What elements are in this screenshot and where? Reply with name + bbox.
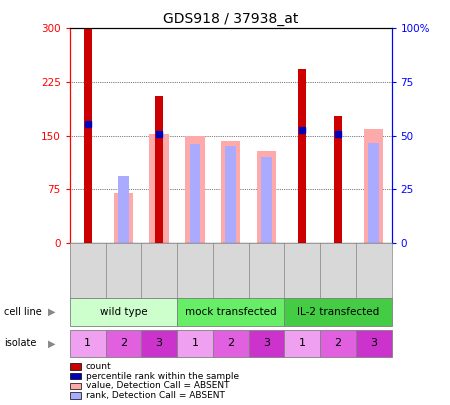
Text: cell line: cell line [4,307,42,317]
Text: ▶: ▶ [48,339,55,348]
Bar [105,330,141,357]
Bar [177,298,284,326]
Bar [298,69,306,243]
Bar [185,136,205,243]
Bar [189,144,200,243]
Text: 2: 2 [227,339,234,348]
Text: 2: 2 [120,339,127,348]
Bar [84,28,91,243]
Text: 1: 1 [299,339,306,348]
Bar [364,128,383,243]
Text: wild type: wild type [99,307,147,317]
Bar [225,147,236,243]
Bar [118,177,129,243]
Bar [284,330,320,357]
Text: rank, Detection Call = ABSENT: rank, Detection Call = ABSENT [86,391,225,400]
Text: isolate: isolate [4,339,37,348]
Text: value, Detection Call = ABSENT: value, Detection Call = ABSENT [86,382,229,390]
Bar [149,134,169,243]
Bar [221,141,240,243]
Bar [213,330,248,357]
Text: 3: 3 [263,339,270,348]
Bar [368,143,379,243]
Text: 1: 1 [191,339,198,348]
Text: 2: 2 [334,339,342,348]
Bar [248,330,284,357]
Bar [356,330,392,357]
Bar [334,116,342,243]
Bar [70,298,177,326]
Bar [284,298,392,326]
Title: GDS918 / 37938_at: GDS918 / 37938_at [163,12,298,26]
Bar [141,330,177,357]
Bar [177,330,213,357]
Bar [320,330,356,357]
Bar [256,151,276,243]
Text: percentile rank within the sample: percentile rank within the sample [86,372,238,381]
Bar [155,96,163,243]
Bar [261,157,272,243]
Bar [113,193,133,243]
Text: IL-2 transfected: IL-2 transfected [297,307,379,317]
Text: 3: 3 [156,339,162,348]
Text: count: count [86,362,111,371]
Text: 1: 1 [84,339,91,348]
Text: 3: 3 [370,339,377,348]
Text: mock transfected: mock transfected [185,307,276,317]
Bar [70,330,105,357]
Text: ▶: ▶ [48,307,55,317]
